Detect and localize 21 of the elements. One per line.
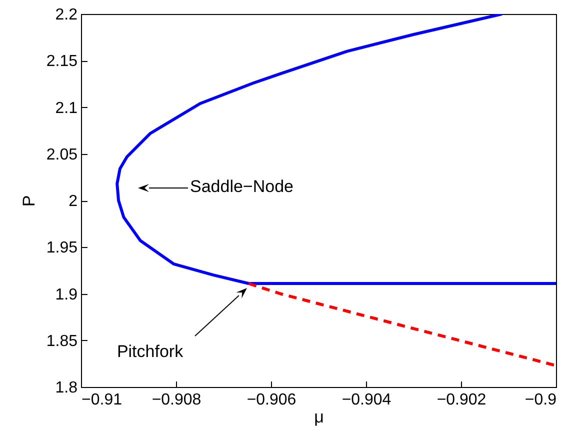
- y-tick-label: 2: [68, 193, 78, 210]
- y-tick-label: 1.9: [55, 286, 78, 304]
- line-series: [247, 282, 556, 368]
- x-tick-label: −0.906: [246, 392, 296, 408]
- annotation: Pitchfork: [116, 342, 184, 361]
- y-tick-label: 2.1: [55, 100, 78, 117]
- y-tick-label: 1.85: [46, 332, 78, 350]
- x-tick-label: −0.9: [524, 392, 557, 408]
- x-tick-label: −0.91: [82, 392, 122, 408]
- y-tick-label: 1.8: [55, 380, 78, 396]
- y-axis-title: P: [19, 195, 38, 207]
- x-tick-label: −0.908: [152, 392, 202, 408]
- y-tick-label: 1.95: [46, 240, 78, 257]
- y-tick-label: 2.2: [55, 6, 78, 24]
- y-tick-label: 2.15: [46, 53, 78, 70]
- x-tick-label: −0.904: [342, 392, 392, 408]
- y-tick-label: 2.05: [46, 146, 78, 164]
- x-axis-title: μ: [314, 408, 324, 426]
- line-series: [116, 14, 556, 285]
- annotation: Saddle−Node: [190, 177, 294, 196]
- x-tick-label: −0.902: [436, 392, 486, 408]
